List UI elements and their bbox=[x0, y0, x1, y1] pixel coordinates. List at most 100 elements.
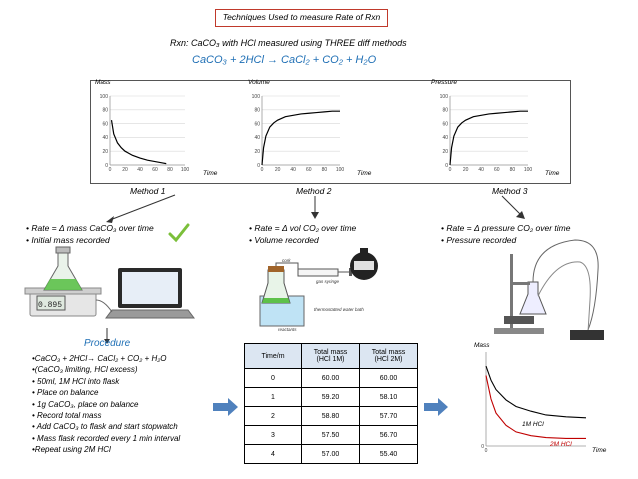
table-cell: 3 bbox=[244, 425, 302, 445]
y-tick-label: 20 bbox=[254, 149, 260, 155]
method2-bullets: • Rate = Δ vol CO₂ over time • Volume re… bbox=[249, 222, 356, 246]
series-line bbox=[110, 120, 167, 165]
y-tick-label: 0 bbox=[445, 163, 448, 169]
procedure-item: • Place on balance bbox=[32, 388, 99, 398]
procedure-item: • Mass flask recorded every 1 min interv… bbox=[32, 433, 181, 443]
chart2-ylabel: Volume bbox=[248, 79, 270, 86]
reaction-equation: CaCO₃ + 2HCl → CaCl₂ + CO₂ + H₂O bbox=[192, 54, 377, 66]
procedure-item: •(CaCO₃ limiting, HCl excess) bbox=[32, 365, 138, 375]
method3-bullet-recorded: • Pressure recorded bbox=[441, 235, 517, 245]
table-header-row: Time/m Total mass (HCl 1M) Total mass (H… bbox=[244, 343, 418, 369]
y-tick-label: 20 bbox=[102, 149, 108, 155]
x-tick-label: 0 bbox=[109, 167, 112, 173]
arrow-to-table bbox=[213, 398, 238, 416]
y-tick-label: 80 bbox=[254, 108, 260, 114]
chart3-xlabel: Time bbox=[545, 170, 560, 177]
procedure-list: •CaCO₃ + 2HCl→ CaCl₂ + CO₂ + H₂O •(CaCO₃ … bbox=[32, 353, 180, 456]
method3-label: Method 3 bbox=[492, 186, 528, 196]
checkmark-icon bbox=[168, 223, 190, 243]
x-tick-label: 60 bbox=[152, 167, 158, 173]
method1-label: Method 1 bbox=[130, 186, 166, 196]
table-row: 2 58.80 57.70 bbox=[244, 406, 418, 426]
series-line bbox=[449, 110, 528, 166]
y-tick-label: 40 bbox=[254, 135, 260, 141]
table-cell: 58.80 bbox=[301, 406, 360, 426]
label-water-bath: thermostatted water bath bbox=[314, 307, 364, 312]
series-label-2m: 2M HCl bbox=[549, 441, 572, 448]
arrow-to-graph bbox=[424, 398, 448, 416]
label-gas-syringe: gas syringe bbox=[316, 279, 340, 284]
method1-bullet-recorded: • Initial mass recorded bbox=[26, 235, 110, 245]
flask-on-balance bbox=[24, 246, 102, 317]
table-row: 0 60.00 60.00 bbox=[244, 368, 418, 388]
series-label-1m: 1M HCl bbox=[522, 421, 544, 428]
table-cell: 57.70 bbox=[359, 406, 418, 426]
table-header-time: Time/m bbox=[244, 343, 302, 369]
arrow-method1 bbox=[109, 194, 176, 221]
table-cell: 0 bbox=[244, 368, 302, 388]
table-cell: 57.00 bbox=[301, 444, 360, 464]
table-cell: 2 bbox=[244, 406, 302, 426]
procedure-item: • Add CaCO₃ to flask and start stopwatch bbox=[32, 422, 178, 432]
x-tick-label: 20 bbox=[275, 167, 281, 173]
procedure-item: • 1g CaCO₃, place on balance bbox=[32, 399, 139, 409]
procedure-item: • 50ml, 1M HCl into flask bbox=[32, 376, 120, 386]
x-tick-label: 40 bbox=[137, 167, 143, 173]
gas-syringe-apparatus bbox=[259, 262, 352, 327]
table-header-1m: Total mass (HCl 1M) bbox=[301, 343, 360, 369]
table-cell: 1 bbox=[244, 387, 302, 407]
y-tick-label: 80 bbox=[102, 108, 108, 114]
arrow-method3 bbox=[501, 195, 523, 217]
chart3-ylabel: Pressure bbox=[431, 79, 458, 86]
table-cell: 56.70 bbox=[359, 425, 418, 445]
page-title: Techniques Used to measure Rate of Rxn bbox=[215, 9, 388, 27]
method3-bullet-rate: • Rate = Δ pressure CO₂ over time bbox=[441, 223, 571, 233]
arrow-method3-head bbox=[516, 211, 525, 219]
series-line bbox=[261, 110, 340, 166]
series-line bbox=[485, 375, 586, 440]
arrow-method1-head bbox=[106, 216, 114, 223]
table-cell: 60.00 bbox=[301, 368, 360, 388]
x-tick-label: 100 bbox=[181, 167, 190, 173]
procedure-item: •CaCO₃ + 2HCl→ CaCl₂ + CO₂ + H₂O bbox=[32, 354, 167, 363]
reaction-subtitle: Rxn: CaCO₃ with HCl measured using THREE… bbox=[170, 38, 407, 48]
y-tick-label: 60 bbox=[102, 121, 108, 127]
x-tick-label: 80 bbox=[322, 167, 328, 173]
y-tick-label: 40 bbox=[442, 135, 448, 141]
chart1-ylabel: Mass bbox=[95, 79, 111, 86]
table-row: 1 59.20 58.10 bbox=[244, 387, 418, 407]
x-tick-label: 0 bbox=[449, 167, 452, 173]
table-cell: 58.10 bbox=[359, 387, 418, 407]
y-tick-label: 20 bbox=[442, 149, 448, 155]
y-tick-label: 100 bbox=[100, 94, 109, 100]
table-row: 4 57.00 55.40 bbox=[244, 444, 418, 464]
y-tick-label: 80 bbox=[442, 108, 448, 114]
series-line bbox=[485, 365, 587, 419]
arrow-method2-head bbox=[311, 212, 319, 219]
procedure-item: • Record total mass bbox=[32, 411, 102, 421]
stopwatch-icon bbox=[350, 248, 378, 280]
balance-display bbox=[36, 295, 66, 311]
table-cell: 55.40 bbox=[359, 444, 418, 464]
table-cell: 60.00 bbox=[359, 368, 418, 388]
method2-bullet-recorded: • Volume recorded bbox=[249, 235, 319, 245]
x-tick-label: 20 bbox=[122, 167, 128, 173]
method2-label: Method 2 bbox=[296, 186, 332, 196]
x-tick-label: 80 bbox=[167, 167, 173, 173]
x-tick-label: 100 bbox=[524, 167, 533, 173]
charts-panel bbox=[90, 80, 571, 184]
y-tick-label: 100 bbox=[440, 94, 449, 100]
label-cork: cork bbox=[282, 258, 291, 263]
chart4-ylabel: Mass bbox=[474, 342, 490, 349]
y-tick-label: 0 bbox=[257, 163, 260, 169]
table-cell: 57.50 bbox=[301, 425, 360, 445]
chart-mass: 0 20 40 60 80 100 0 20 40 60 80 100 bbox=[100, 94, 190, 173]
laptop-icon bbox=[95, 268, 195, 319]
chart-mass-comparison: 00 1M HCl 2M HCl bbox=[481, 352, 587, 454]
pressure-apparatus bbox=[494, 239, 604, 340]
arrow-procedure-head bbox=[104, 339, 110, 344]
table-row: 3 57.50 56.70 bbox=[244, 425, 418, 445]
procedure-item: •Repeat using 2M HCl bbox=[32, 445, 111, 455]
y-tick-label: 0 bbox=[105, 163, 108, 169]
chart-volume: 0 20 40 60 80 100 0 20 40 60 80 100 bbox=[252, 94, 345, 173]
